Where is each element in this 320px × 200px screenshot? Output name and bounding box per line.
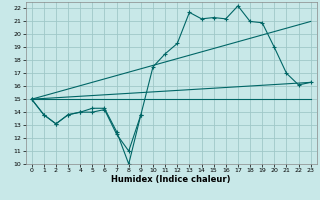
- X-axis label: Humidex (Indice chaleur): Humidex (Indice chaleur): [111, 175, 231, 184]
